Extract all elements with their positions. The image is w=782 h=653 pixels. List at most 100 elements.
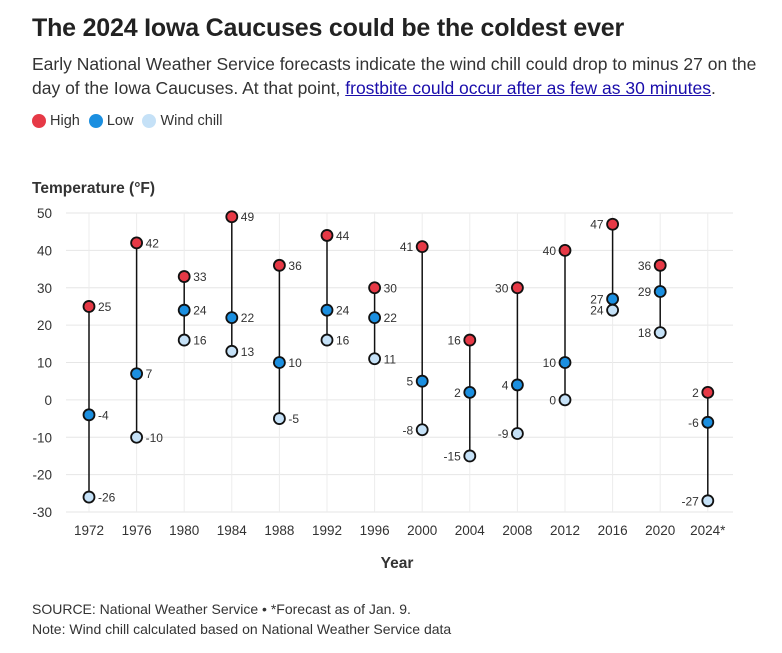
value-label-high: 16 xyxy=(447,334,461,348)
y-axis-title: Temperature (°F) xyxy=(32,180,155,197)
y-tick-label: 20 xyxy=(37,318,52,333)
point-wind-chill xyxy=(606,303,619,317)
value-label-low: -6 xyxy=(688,416,699,430)
value-label-high: 33 xyxy=(193,270,207,284)
x-tick-label: 2024* xyxy=(690,523,726,538)
point-high xyxy=(320,229,334,242)
point-low xyxy=(225,311,239,325)
point-wind-chill xyxy=(225,344,239,358)
x-tick-label: 2012 xyxy=(550,523,580,538)
value-label-high: 2 xyxy=(692,386,699,400)
y-tick-label: -20 xyxy=(32,468,52,483)
point-low xyxy=(177,303,191,317)
legend-label-low: Low xyxy=(106,113,134,129)
point-wind-chill xyxy=(368,352,382,366)
value-label-wind-chill: -15 xyxy=(443,449,461,463)
value-label-low: 4 xyxy=(502,378,509,392)
value-label-low: 5 xyxy=(407,375,414,389)
point-high xyxy=(272,258,286,272)
point-high xyxy=(415,240,429,254)
stems xyxy=(88,216,709,501)
x-tick-label: 1972 xyxy=(74,523,104,538)
x-tick-label: 2000 xyxy=(407,523,437,538)
point-wind-chill xyxy=(272,412,286,425)
value-label-wind-chill: 11 xyxy=(384,352,397,366)
value-label-wind-chill: 16 xyxy=(336,334,350,348)
value-label-high: 41 xyxy=(400,240,414,254)
grid xyxy=(66,212,733,513)
legend-item-low: Low xyxy=(88,113,134,129)
legend-swatch-high xyxy=(32,114,46,128)
point-high xyxy=(701,385,715,399)
value-label-wind-chill: 0 xyxy=(549,393,556,407)
value-label-high: 44 xyxy=(336,229,350,243)
point-low xyxy=(511,378,524,392)
point-low xyxy=(606,292,619,306)
subtitle-end: . xyxy=(710,78,716,98)
value-label-high: 36 xyxy=(638,259,652,273)
point-low xyxy=(368,311,382,325)
point-wind-chill xyxy=(177,333,191,347)
point-wind-chill xyxy=(130,430,144,444)
x-tick-label: 1976 xyxy=(122,523,152,538)
value-label-low: 29 xyxy=(638,285,652,299)
legend: High Low Wind chill xyxy=(32,113,231,129)
value-label-wind-chill: -9 xyxy=(498,427,509,441)
y-tick-label: 50 xyxy=(37,206,52,221)
point-wind-chill xyxy=(320,333,334,347)
x-tick-label: 2020 xyxy=(645,523,675,538)
value-label-high: 40 xyxy=(543,244,557,258)
point-low xyxy=(701,415,715,429)
point-low xyxy=(558,356,572,369)
x-tick-label: 1980 xyxy=(169,523,199,538)
point-wind-chill xyxy=(463,449,477,463)
point-high xyxy=(653,258,667,272)
point-wind-chill xyxy=(511,427,524,440)
point-wind-chill xyxy=(701,494,715,508)
legend-item-wind-chill: Wind chill xyxy=(142,113,222,129)
point-high xyxy=(225,210,239,224)
point-wind-chill xyxy=(82,490,96,504)
methodology-note: Note: Wind chill calculated based on Nat… xyxy=(32,621,452,637)
frostbite-link[interactable]: frostbite could occur after as few as 30… xyxy=(345,78,711,98)
x-tick-labels: 1972 1976 1980 1984 1988 1992 1996 2000 2004 2008… xyxy=(74,523,726,538)
point-low xyxy=(82,408,96,422)
x-axis-title: Year xyxy=(381,555,414,572)
value-label-wind-chill: -8 xyxy=(403,423,414,437)
source-note: SOURCE: National Weather Service • *Fore… xyxy=(32,601,411,617)
value-label-wind-chill: -27 xyxy=(681,494,699,508)
legend-label-wind-chill: Wind chill xyxy=(160,113,223,129)
x-tick-label: 2008 xyxy=(502,523,532,538)
point-low xyxy=(272,356,286,369)
x-tick-label: 1992 xyxy=(312,523,342,538)
value-label-wind-chill: 18 xyxy=(638,326,652,340)
x-tick-label: 1996 xyxy=(360,523,390,538)
y-tick-labels: -30 -20 -10 0 10 20 30 40 50 xyxy=(32,206,52,520)
value-label-wind-chill: -10 xyxy=(146,431,164,445)
x-tick-label: 1988 xyxy=(264,523,294,538)
value-label-low: 2 xyxy=(454,386,461,400)
point-wind-chill xyxy=(558,393,572,407)
value-label-low: 7 xyxy=(146,367,153,381)
x-tick-label: 2004 xyxy=(455,523,486,538)
y-tick-label: -30 xyxy=(32,505,52,520)
point-high xyxy=(606,217,619,231)
value-label-low: 10 xyxy=(543,356,557,370)
legend-item-high: High xyxy=(32,113,80,129)
legend-label-high: High xyxy=(50,113,80,129)
point-low xyxy=(653,285,667,298)
value-label-high: 30 xyxy=(495,281,509,295)
y-tick-label: 10 xyxy=(37,356,52,371)
y-tick-label: -10 xyxy=(32,430,52,445)
subtitle-text: Early National Weather Service forecasts… xyxy=(32,54,757,98)
point-low xyxy=(463,385,477,399)
point-high xyxy=(511,281,524,295)
point-high xyxy=(82,300,96,313)
x-tick-label: 2016 xyxy=(598,523,628,538)
value-label-high: 30 xyxy=(384,281,398,295)
value-label-low: 24 xyxy=(336,304,350,318)
value-label-wind-chill: 13 xyxy=(241,345,255,359)
point-high xyxy=(130,236,144,250)
chart-svg: Temperature (°F) Year 25-4-26427-1033241… xyxy=(32,180,733,572)
